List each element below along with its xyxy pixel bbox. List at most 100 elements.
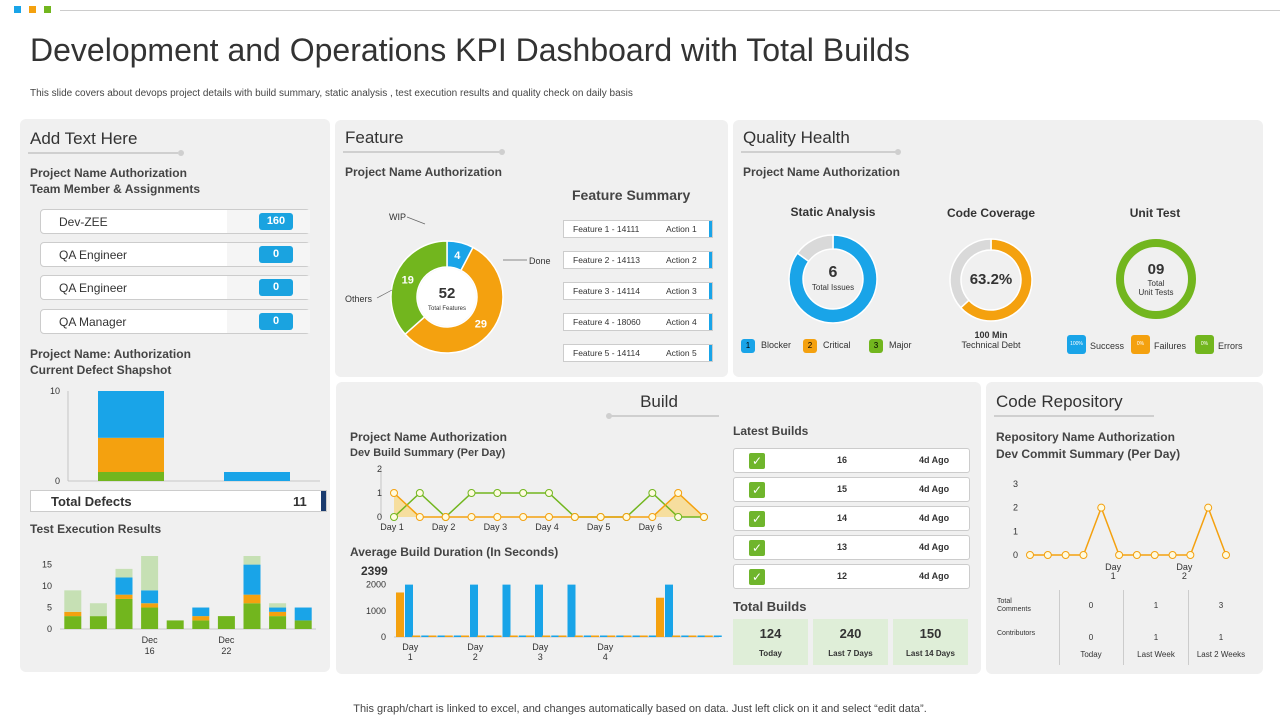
y-tick-label: 10 xyxy=(50,386,60,396)
x-tick-label: 1 xyxy=(408,652,413,662)
data-point xyxy=(648,489,657,497)
avg-build-title: Average Build Duration (In Seconds) xyxy=(350,545,559,559)
data-point xyxy=(519,513,528,521)
leader-wip xyxy=(406,216,426,225)
x-tick-label: 4 xyxy=(603,652,608,662)
member-row[interactable]: QA Engineer 0 xyxy=(40,242,310,267)
bar xyxy=(558,635,567,637)
total-builds-value: 240 xyxy=(839,626,862,641)
donut-slice-label: 29 xyxy=(475,319,487,331)
feature-item[interactable]: Feature 1 - 14111 Action 1 xyxy=(563,220,713,238)
x-tick-label: 16 xyxy=(145,646,155,656)
legend-badge: 100% xyxy=(1067,335,1086,354)
data-point xyxy=(1186,551,1195,559)
bar-segment xyxy=(141,590,159,604)
latest-build-row[interactable]: ✓ 15 4d Ago xyxy=(733,477,970,502)
member-name: QA Engineer xyxy=(59,281,128,295)
data-point xyxy=(1079,551,1088,559)
x-tick-label: 2 xyxy=(473,652,478,662)
total-builds-label: Last 7 Days xyxy=(828,649,873,658)
table-col-label: Last Week xyxy=(1137,650,1175,659)
latest-build-row[interactable]: ✓ 16 4d Ago xyxy=(733,448,970,473)
latest-build-row[interactable]: ✓ 13 4d Ago xyxy=(733,535,970,560)
legend-label: Critical xyxy=(823,340,851,350)
bar-segment xyxy=(224,472,290,481)
avg-build-value: 2399 xyxy=(361,564,388,578)
total-defects-label: Total Defects xyxy=(51,494,132,509)
feature-total-label: Total Features xyxy=(428,306,466,312)
donut-slice xyxy=(788,234,878,324)
donut-slice xyxy=(1116,239,1196,319)
unit-test-label-1: Total xyxy=(1147,279,1165,288)
feature-item-name: Feature 1 - 14111 xyxy=(573,224,640,234)
bar xyxy=(567,584,576,637)
latest-build-row[interactable]: ✓ 12 4d Ago xyxy=(733,564,970,589)
leader-others xyxy=(376,289,393,299)
latest-build-row[interactable]: ✓ 14 4d Ago xyxy=(733,506,970,531)
build-ago: 4d Ago xyxy=(919,513,950,523)
bar xyxy=(461,635,469,637)
title-underline xyxy=(343,151,503,153)
data-point xyxy=(700,513,708,521)
x-tick-label: 22 xyxy=(221,646,231,656)
feature-item[interactable]: Feature 5 - 14114 Action 5 xyxy=(563,344,713,362)
build-id: 15 xyxy=(837,484,848,494)
bar-segment xyxy=(115,594,133,599)
title-underline xyxy=(994,415,1154,417)
data-point xyxy=(674,513,683,521)
member-row[interactable]: QA Manager 0 xyxy=(40,309,310,334)
test-exec-title: Test Execution Results xyxy=(30,522,162,536)
data-point xyxy=(467,489,476,497)
data-point xyxy=(493,489,502,497)
bar-segment xyxy=(98,472,164,481)
bar xyxy=(412,635,421,637)
check-icon: ✓ xyxy=(749,540,765,556)
y-tick-label: 1 xyxy=(1013,526,1018,536)
bar xyxy=(405,584,413,637)
static-analysis-title: Static Analysis xyxy=(790,205,876,219)
table-cell: 0 xyxy=(1088,633,1094,642)
member-name: QA Engineer xyxy=(59,248,128,262)
bar xyxy=(616,635,625,637)
bar xyxy=(607,635,616,637)
table-divider xyxy=(1188,590,1189,665)
member-count: 0 xyxy=(259,279,293,296)
feature-item-action: Action 1 xyxy=(666,224,697,234)
feature-item[interactable]: Feature 2 - 14113 Action 2 xyxy=(563,251,713,269)
data-point xyxy=(1061,551,1070,559)
table-row-label: Comments xyxy=(997,606,1031,613)
bar xyxy=(648,635,657,637)
x-tick-label: Day 2 xyxy=(432,522,456,532)
legend-badge: 0% xyxy=(1131,335,1150,354)
bar xyxy=(591,635,599,637)
y-tick-label: 2000 xyxy=(366,580,386,590)
bar-segment xyxy=(64,590,82,612)
member-row[interactable]: QA Engineer 0 xyxy=(40,275,310,300)
feature-item-accent xyxy=(709,283,712,299)
build-ago: 4d Ago xyxy=(919,455,950,465)
latest-builds-title: Latest Builds xyxy=(733,424,809,438)
data-point xyxy=(519,489,528,497)
bar xyxy=(639,635,648,637)
donut-slice xyxy=(796,234,834,263)
data-point xyxy=(596,513,605,521)
bar xyxy=(453,635,462,637)
y-tick-label: 1000 xyxy=(366,606,386,616)
label-others: Others xyxy=(345,294,373,304)
x-tick-label: Day 3 xyxy=(484,522,508,532)
total-builds-box: 150 Last 14 Days xyxy=(893,619,968,665)
feature-item[interactable]: Feature 3 - 14114 Action 3 xyxy=(563,282,713,300)
feature-item[interactable]: Feature 4 - 18060 Action 4 xyxy=(563,313,713,331)
legend-label: Blocker xyxy=(761,340,792,350)
donut-slice-label: 4 xyxy=(454,250,461,262)
build-id: 13 xyxy=(837,542,848,552)
bar xyxy=(583,635,592,637)
title-underline xyxy=(611,415,719,417)
bar xyxy=(688,635,697,637)
bar xyxy=(437,635,446,637)
member-row[interactable]: Dev-ZEE 160 xyxy=(40,209,310,234)
data-point xyxy=(441,513,450,521)
y-tick-label: 1 xyxy=(377,488,382,498)
